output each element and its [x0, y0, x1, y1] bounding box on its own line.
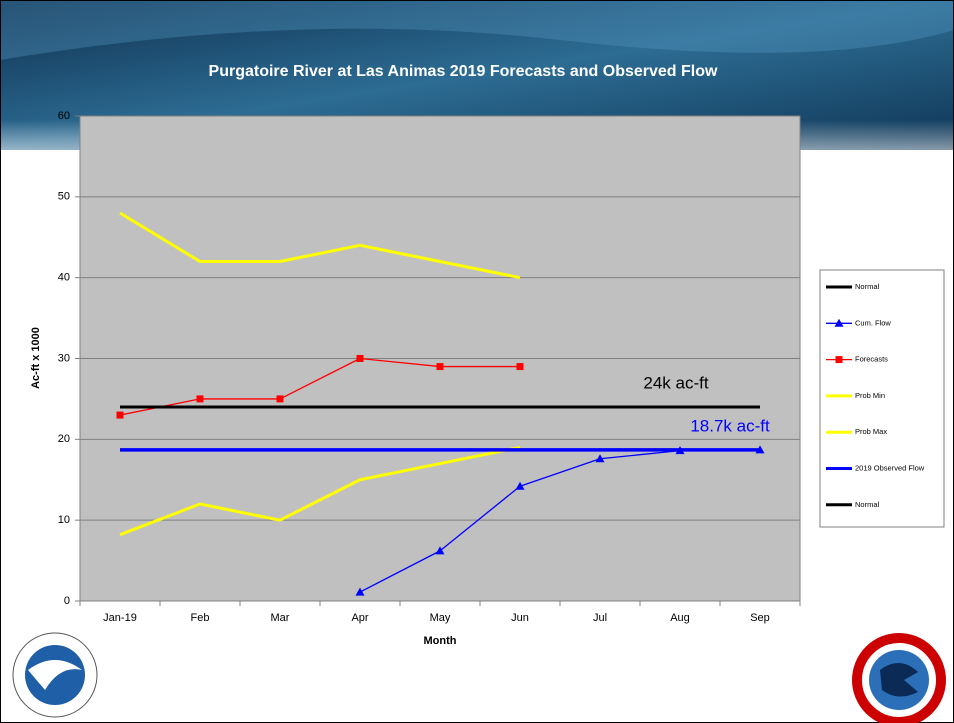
x-tick-label: Aug [670, 612, 690, 624]
x-tick-label: Jun [511, 612, 529, 624]
y-tick-label: 10 [58, 514, 70, 526]
marker [356, 355, 364, 362]
annotation: 24k ac-ft [643, 373, 708, 392]
annotation: 18.7k ac-ft [690, 416, 770, 435]
marker [276, 395, 284, 403]
legend-label: Normal [855, 282, 880, 291]
header-wave [0, 0, 954, 60]
series [116, 355, 524, 419]
series [119, 211, 521, 280]
x-axis-title: Month [424, 635, 457, 647]
marker [595, 454, 605, 463]
x-tick-label: May [430, 612, 451, 624]
marker [355, 587, 365, 596]
x-tick-label: Feb [191, 612, 210, 624]
nws-logo [852, 633, 946, 723]
legend-label: Normal [855, 500, 880, 509]
marker [116, 411, 124, 419]
marker [436, 363, 444, 371]
noaa-bird [28, 660, 82, 690]
y-tick-label: 20 [58, 433, 70, 445]
y-tick-label: 30 [58, 352, 70, 364]
chart-title: Purgatoire River at Las Animas 2019 Fore… [209, 63, 718, 80]
legend-label: Prob Min [855, 391, 885, 400]
y-tick-label: 0 [64, 595, 70, 607]
noaa-logo [12, 632, 98, 718]
marker [835, 356, 843, 364]
series [119, 445, 521, 537]
legend-label: Prob Max [855, 427, 887, 436]
legend-label: Forecasts [855, 355, 888, 364]
x-tick-label: Jan-19 [103, 612, 137, 624]
y-tick-label: 60 [58, 110, 70, 122]
line [119, 357, 520, 416]
x-tick-label: Mar [271, 612, 290, 624]
line [119, 211, 521, 280]
marker [516, 363, 524, 371]
marker [834, 318, 844, 327]
y-tick-label: 40 [58, 272, 70, 284]
marker [435, 546, 445, 555]
legend-label: 2019 Observed Flow [855, 463, 925, 472]
legend-label: Cum. Flow [855, 318, 891, 327]
legend-box [819, 269, 945, 528]
line [119, 445, 521, 537]
marker [515, 481, 525, 490]
y-tick-label: 50 [58, 191, 70, 203]
y-axis-title: Ac-ft x 1000 [30, 327, 42, 389]
x-tick-label: Jul [593, 612, 607, 624]
x-tick-label: Sep [750, 612, 770, 624]
x-tick-label: Apr [351, 612, 368, 624]
nws-cloud [880, 662, 918, 697]
marker [196, 395, 204, 403]
